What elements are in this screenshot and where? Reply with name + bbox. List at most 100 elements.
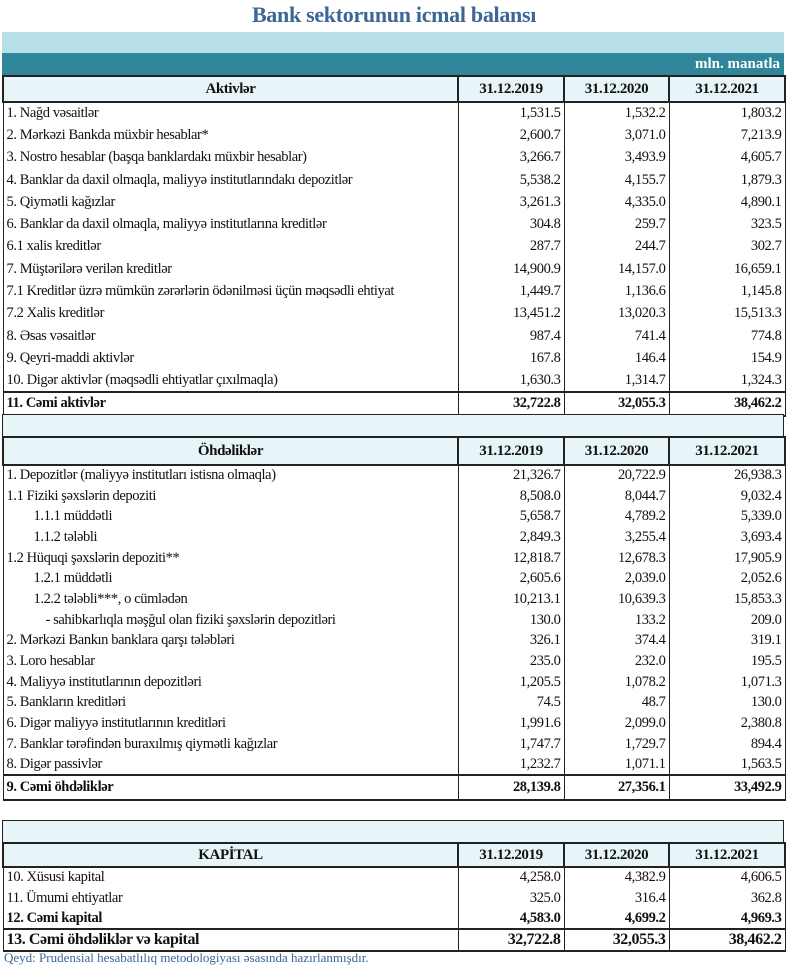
value-cell: 2,099.0 [563, 713, 670, 734]
row-label: 3. Loro hesablar [2, 651, 459, 672]
value-cell: 4,969.3 [668, 908, 786, 930]
value-cell: 323.5 [668, 213, 786, 236]
value-cell: 12,678.3 [563, 547, 670, 569]
row-label: 1.2 Hüquqi şəxslərin depoziti** [2, 547, 459, 569]
value-cell: 3,266.7 [457, 146, 565, 169]
value-cell: 9,032.4 [668, 485, 786, 507]
row-label: 1.1 Fiziki şəxslərin depoziti [2, 485, 459, 507]
value-cell: 2,039.0 [563, 568, 670, 590]
value-cell: 195.5 [668, 651, 786, 672]
table-row: 10. Digər aktivlər (məqsədli ehtiyatlar … [2, 369, 786, 392]
value-cell: 741.4 [563, 324, 670, 348]
value-cell: 232.0 [563, 651, 670, 672]
value-cell: 1,078.2 [563, 671, 670, 693]
value-cell: 4,699.2 [563, 908, 670, 930]
value-cell: 3,261.3 [457, 191, 565, 214]
value-cell: 1,747.7 [457, 733, 565, 755]
row-label: 10. Digər aktivlər (məqsədli ehtiyatlar … [2, 369, 459, 392]
total-row: 9. Cəmi öhdəliklər 28,139.8 27,356.1 33,492… [2, 774, 786, 802]
value-cell: 15,513.3 [668, 302, 786, 325]
row-label: 1.1.2 tələbli [2, 527, 459, 548]
date-column-header: 31.12.2020 [563, 75, 670, 103]
value-cell: 38,462.2 [668, 390, 786, 417]
row-label: 2. Mərkəzi Bankda müxbir hesablar* [2, 124, 459, 147]
value-cell: 1,205.5 [457, 671, 565, 693]
table-row: 1. Nağd vəsaitlər 1,531.5 1,532.2 1,803.2 [2, 102, 786, 125]
row-label: 9. Qeyri-maddi aktivlər [2, 347, 459, 370]
table-row: 7. Müştərilərə verilən kreditlər 14,900.9… [2, 258, 786, 281]
row-label: 3. Nostro hesablar (başqa banklardakı mü… [2, 146, 459, 169]
unit-label: mln. manatla [2, 53, 784, 75]
value-cell: 4,605.7 [668, 146, 786, 169]
row-label: 7. Müştərilərə verilən kreditlər [2, 258, 459, 281]
value-cell: 10,213.1 [457, 589, 565, 610]
table-row: - sahibkarlıqla məşğul olan fiziki şəxsl… [2, 609, 786, 631]
value-cell: 1,630.3 [457, 369, 565, 392]
value-cell: 259.7 [563, 213, 670, 236]
date-column-header: 31.12.2021 [668, 75, 786, 103]
value-cell: 13,451.2 [457, 302, 565, 325]
value-cell: 3,071.0 [563, 124, 670, 147]
section-header: Aktivlər 31.12.2019 31.12.2020 31.12.2021 [2, 75, 786, 103]
row-label: - sahibkarlıqla məşğul olan fiziki şəxsl… [2, 609, 459, 631]
table-row: 4. Banklar da daxil olmaqla, maliyyə ins… [2, 168, 786, 192]
value-cell: 1,136.6 [563, 280, 670, 303]
date-column-header: 31.12.2019 [457, 436, 565, 466]
value-cell: 287.7 [457, 235, 565, 259]
section-title: Aktivlər [2, 75, 459, 103]
value-cell: 1,531.5 [457, 102, 565, 125]
row-label: 8. Əsas vəsaitlər [2, 324, 459, 348]
table-row: 6. Digər maliyyə institutlarının kreditl… [2, 713, 786, 734]
row-label: 13. Cəmi öhdəliklər və kapital [2, 928, 459, 953]
value-cell: 1,563.5 [668, 754, 786, 776]
value-cell: 32,055.3 [563, 928, 670, 953]
date-column-header: 31.12.2021 [668, 436, 786, 466]
value-cell: 8,508.0 [457, 485, 565, 507]
total-row: 13. Cəmi öhdəliklər və kapital 32,722.8 32… [2, 928, 786, 953]
value-cell: 32,722.8 [457, 928, 565, 953]
row-label: 10. Xüsusi kapital [2, 867, 459, 888]
value-cell: 987.4 [457, 324, 565, 348]
table-row: 5. Qiymətli kağızlar 3,261.3 4,335.0 4,890.… [2, 191, 786, 214]
value-cell: 4,890.1 [668, 191, 786, 214]
value-cell: 362.8 [668, 887, 786, 909]
value-cell: 20,722.9 [563, 465, 670, 486]
section-header: KAPİTAL 31.12.2019 31.12.2020 31.12.2021 [2, 842, 786, 868]
value-cell: 154.9 [668, 347, 786, 370]
value-cell: 28,139.8 [457, 774, 565, 802]
value-cell: 4,335.0 [563, 191, 670, 214]
row-label: 7.2 Xalis kreditlər [2, 302, 459, 325]
value-cell: 1,449.7 [457, 280, 565, 303]
value-cell: 7,213.9 [668, 124, 786, 147]
row-label: 11. Ümumi ehtiyatlar [2, 887, 459, 909]
value-cell: 5,538.2 [457, 168, 565, 192]
value-cell: 326.1 [457, 630, 565, 652]
row-label: 8. Digər passivlər [2, 754, 459, 776]
value-cell: 5,339.0 [668, 506, 786, 528]
value-cell: 33,492.9 [668, 774, 786, 802]
row-label: 1. Depozitlər (maliyyə institutları isti… [2, 465, 459, 486]
value-cell: 32,722.8 [457, 390, 565, 417]
table-row: 1.2.2 tələbli***, o cümlədən 10,213.1 10,6… [2, 589, 786, 610]
row-label: 7. Banklar tərəfindən buraxılmış qiymətl… [2, 733, 459, 755]
value-cell: 74.5 [457, 692, 565, 714]
table-row: 1.1 Fiziki şəxslərin depoziti 8,508.0 8,04… [2, 485, 786, 507]
value-cell: 17,905.9 [668, 547, 786, 569]
value-cell: 316.4 [563, 887, 670, 909]
row-label: 5. Bankların kreditləri [2, 692, 459, 714]
value-cell: 12,818.7 [457, 547, 565, 569]
footnote: Qeyd: Prudensial hesabatlılıq metodologi… [4, 950, 369, 965]
value-cell: 1,879.3 [668, 168, 786, 192]
value-cell: 4,382.9 [563, 867, 670, 888]
value-cell: 774.8 [668, 324, 786, 348]
section-spacer [2, 820, 784, 843]
table-row: 1.2.1 müddətli 2,605.6 2,039.0 2,052.6 [2, 568, 786, 590]
table-row: 1. Depozitlər (maliyyə institutları isti… [2, 465, 786, 486]
row-label: 7.1 Kreditlər üzrə mümkün zərərlərin ödə… [2, 280, 459, 303]
value-cell: 4,606.5 [668, 867, 786, 888]
value-cell: 13,020.3 [563, 302, 670, 325]
value-cell: 3,493.9 [563, 146, 670, 169]
row-label: 1.1.1 müddətli [2, 506, 459, 528]
table-row: 1.1.1 müddətli 5,658.7 4,789.2 5,339.0 [2, 506, 786, 528]
value-cell: 1,991.6 [457, 713, 565, 734]
